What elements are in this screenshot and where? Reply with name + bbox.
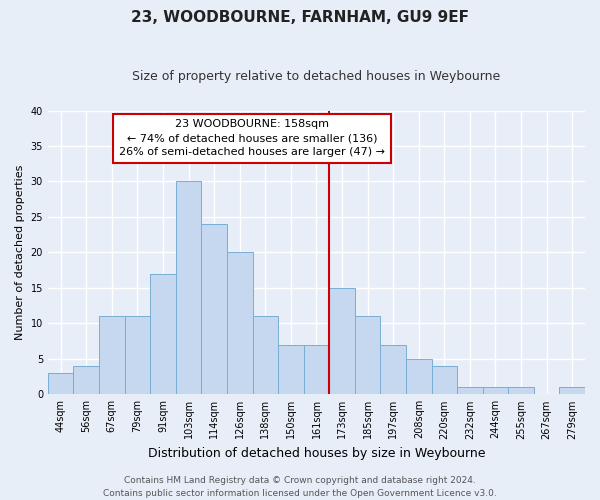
Bar bbox=[150, 274, 176, 394]
Bar bbox=[508, 387, 534, 394]
Bar bbox=[48, 373, 73, 394]
Bar bbox=[253, 316, 278, 394]
Y-axis label: Number of detached properties: Number of detached properties bbox=[15, 164, 25, 340]
Bar bbox=[482, 387, 508, 394]
Bar bbox=[380, 344, 406, 395]
Bar bbox=[176, 182, 202, 394]
Text: 23, WOODBOURNE, FARNHAM, GU9 9EF: 23, WOODBOURNE, FARNHAM, GU9 9EF bbox=[131, 10, 469, 25]
Text: Contains HM Land Registry data © Crown copyright and database right 2024.
Contai: Contains HM Land Registry data © Crown c… bbox=[103, 476, 497, 498]
Bar bbox=[406, 359, 431, 394]
Bar bbox=[304, 344, 329, 395]
Bar bbox=[329, 288, 355, 395]
Bar bbox=[99, 316, 125, 394]
Bar bbox=[202, 224, 227, 394]
Bar bbox=[355, 316, 380, 394]
Text: 23 WOODBOURNE: 158sqm
← 74% of detached houses are smaller (136)
26% of semi-det: 23 WOODBOURNE: 158sqm ← 74% of detached … bbox=[119, 119, 385, 157]
Bar bbox=[278, 344, 304, 395]
Bar bbox=[559, 387, 585, 394]
Bar bbox=[431, 366, 457, 394]
Title: Size of property relative to detached houses in Weybourne: Size of property relative to detached ho… bbox=[133, 70, 500, 83]
X-axis label: Distribution of detached houses by size in Weybourne: Distribution of detached houses by size … bbox=[148, 447, 485, 460]
Bar bbox=[125, 316, 150, 394]
Bar bbox=[457, 387, 482, 394]
Bar bbox=[227, 252, 253, 394]
Bar bbox=[73, 366, 99, 394]
